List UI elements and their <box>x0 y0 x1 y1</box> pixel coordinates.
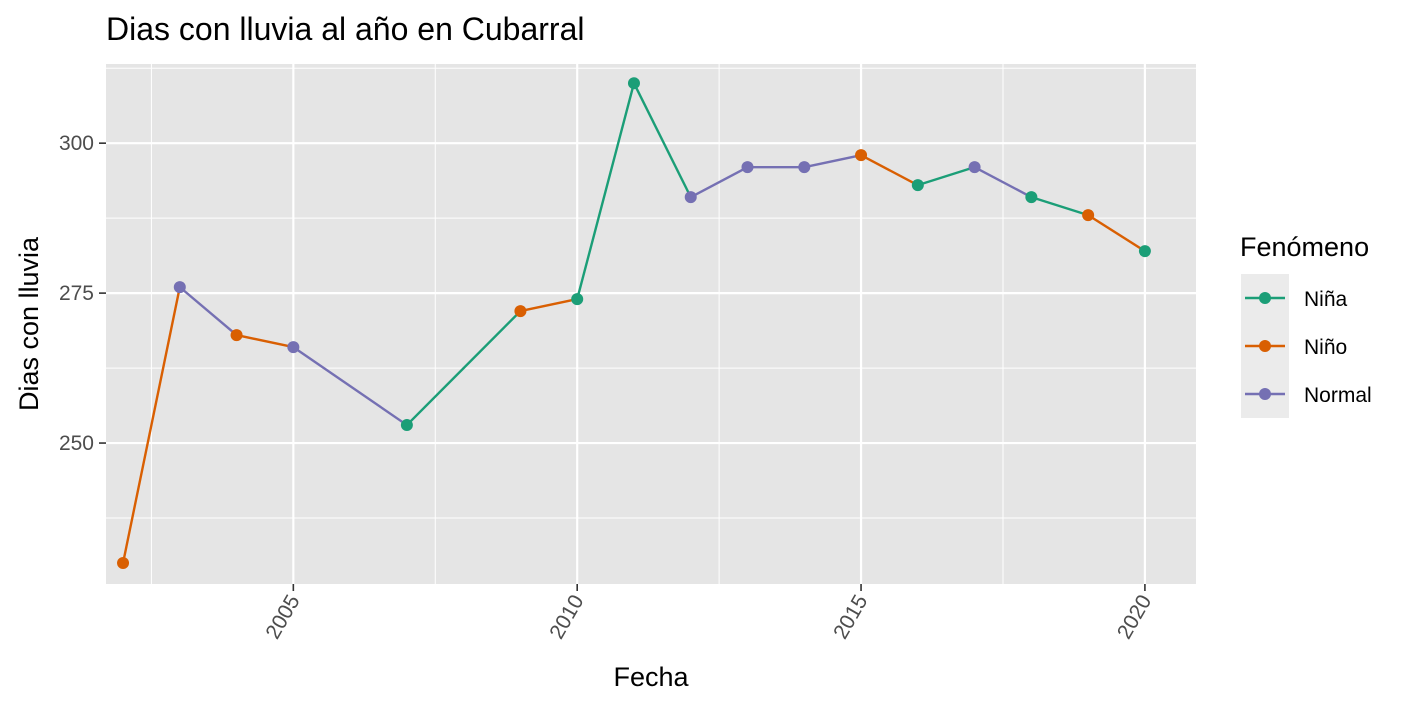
data-point <box>684 191 697 204</box>
y-tick-label: 275 <box>59 282 94 305</box>
y-tick-label: 300 <box>59 132 94 155</box>
x-tick-label: 2020 <box>1113 591 1156 643</box>
legend-title: Fenómeno <box>1240 232 1369 262</box>
legend-key-point <box>1259 340 1271 352</box>
legend-entries: Niña Niño Normal <box>1245 288 1372 407</box>
data-point <box>1025 191 1038 204</box>
legend-key-point <box>1259 388 1271 400</box>
line-segment <box>632 82 692 198</box>
data-point <box>117 557 130 570</box>
data-point <box>627 77 640 90</box>
data-point <box>1082 209 1095 222</box>
y-axis: 250 275 300 <box>59 132 106 455</box>
legend-key-point <box>1259 292 1271 304</box>
line-segment <box>520 297 578 313</box>
line-segment <box>179 286 238 337</box>
line-segment <box>576 82 636 300</box>
x-axis-label: Fecha <box>613 662 689 692</box>
data-point <box>287 341 300 354</box>
x-tick-label: 2015 <box>829 591 872 643</box>
line-segment <box>121 286 181 564</box>
x-tick-label: 2010 <box>545 591 588 643</box>
legend: Fenómeno Niña Niño Normal <box>1240 232 1372 418</box>
x-axis: 2005 2010 2015 2020 <box>261 584 1156 643</box>
line-segment <box>804 153 862 169</box>
chart-title: Dias con lluvia al año en Cubarral <box>106 11 584 47</box>
data-point <box>741 161 754 174</box>
y-axis-label: Dias con lluvia <box>14 236 44 411</box>
data-point <box>1138 245 1151 258</box>
line-segment <box>690 166 749 199</box>
grid-minor <box>106 64 1196 584</box>
data-point <box>855 149 868 162</box>
data-point <box>798 161 811 174</box>
line-segment <box>406 310 522 426</box>
line-segment <box>1087 214 1146 253</box>
data-point <box>571 293 584 306</box>
series-lines <box>121 82 1146 564</box>
y-tick-label: 250 <box>59 432 94 455</box>
x-tick-label: 2005 <box>261 591 304 643</box>
data-point <box>911 179 924 192</box>
data-point <box>514 305 527 318</box>
line-segment <box>236 333 294 349</box>
data-point <box>230 329 243 342</box>
line-segment <box>974 166 1032 199</box>
line-segment <box>292 346 408 427</box>
line-segment <box>1031 196 1089 217</box>
line-segment <box>917 166 975 187</box>
data-point <box>173 281 186 294</box>
data-point <box>968 161 981 174</box>
line-segment <box>860 154 919 187</box>
legend-label: Niño <box>1304 336 1347 359</box>
legend-label: Normal <box>1304 384 1372 407</box>
series-points <box>117 77 1151 570</box>
legend-label: Niña <box>1304 288 1348 311</box>
plot-panel <box>106 64 1196 584</box>
data-point <box>400 419 413 432</box>
